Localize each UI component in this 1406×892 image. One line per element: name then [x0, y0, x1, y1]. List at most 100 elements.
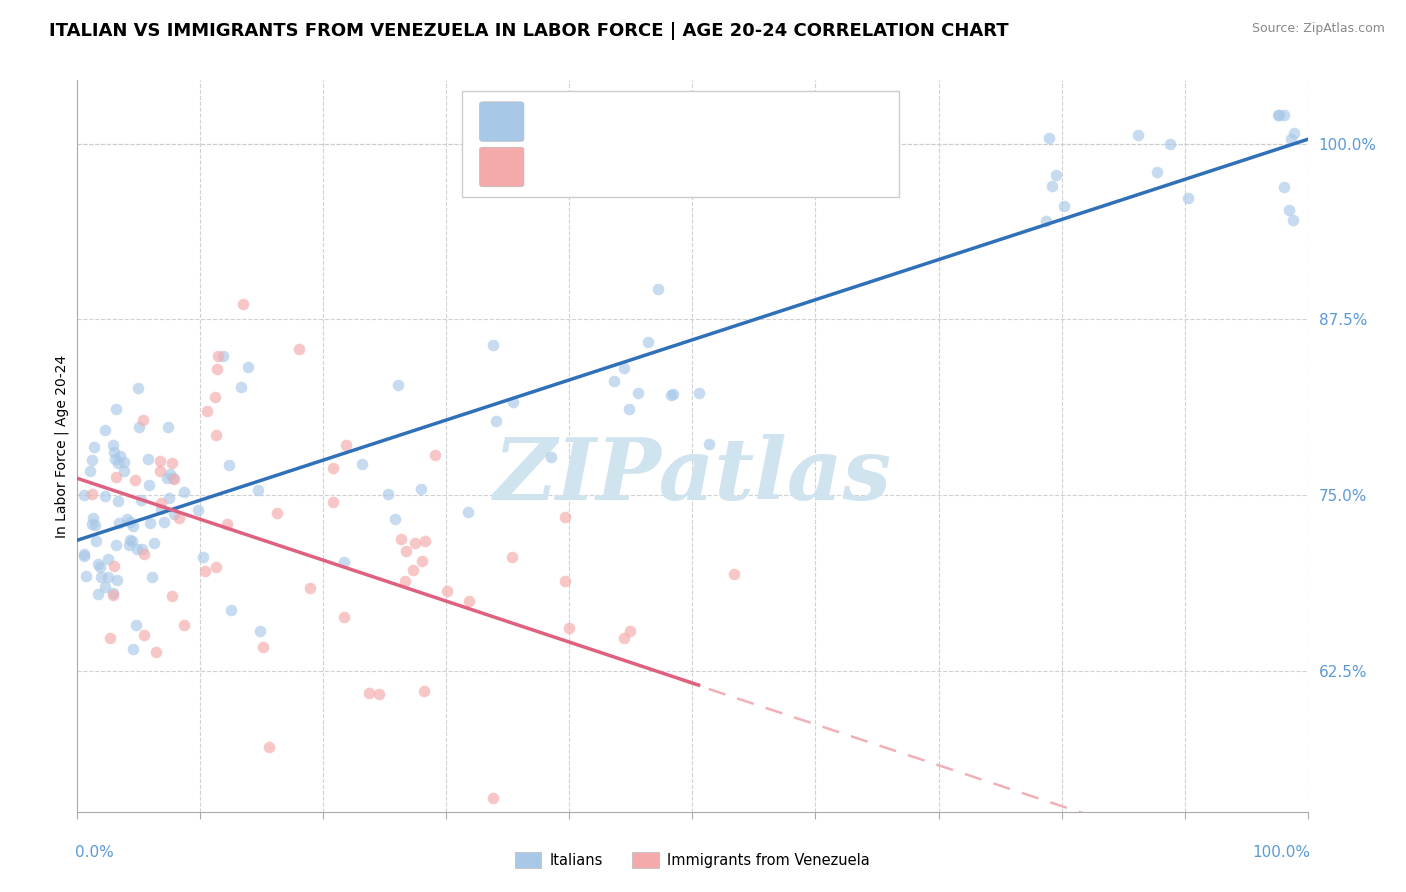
- Point: [104, 469, 127, 483]
- Point: [357, 686, 380, 700]
- Text: Source: ZipAtlas.com: Source: ZipAtlas.com: [1251, 22, 1385, 36]
- Point: [1267, 108, 1289, 122]
- Point: [75, 568, 97, 582]
- Text: 100.0%: 100.0%: [1251, 845, 1310, 860]
- Point: [127, 381, 149, 395]
- Point: [104, 451, 127, 466]
- Point: [125, 617, 148, 632]
- Point: [90, 570, 112, 584]
- Point: [1038, 130, 1060, 145]
- Point: [1159, 136, 1181, 151]
- Point: [149, 453, 172, 467]
- Point: [112, 465, 135, 479]
- Point: [121, 642, 143, 657]
- Point: [502, 394, 524, 409]
- Point: [153, 515, 176, 529]
- Point: [128, 420, 150, 434]
- Point: [252, 640, 274, 654]
- Point: [173, 484, 195, 499]
- Point: [82, 511, 104, 525]
- Point: [159, 467, 181, 481]
- Point: [249, 624, 271, 639]
- Point: [1040, 178, 1063, 193]
- Point: [103, 559, 125, 574]
- Point: [105, 402, 128, 417]
- Point: [1268, 108, 1291, 122]
- Point: [162, 471, 184, 485]
- Point: [108, 516, 131, 531]
- Point: [333, 610, 356, 624]
- Point: [322, 495, 344, 509]
- Point: [1146, 165, 1168, 179]
- Point: [231, 380, 253, 394]
- Point: [129, 492, 152, 507]
- Point: [120, 515, 142, 529]
- Point: [723, 567, 745, 582]
- Point: [103, 445, 125, 459]
- Point: [118, 533, 141, 547]
- Point: [132, 547, 155, 561]
- Point: [1128, 128, 1150, 142]
- Point: [73, 488, 96, 502]
- Point: [160, 589, 183, 603]
- Point: [82, 487, 104, 501]
- Point: [259, 739, 281, 754]
- Point: [322, 461, 344, 475]
- Point: [149, 464, 172, 478]
- Point: [87, 587, 110, 601]
- Point: [558, 621, 581, 635]
- Point: [647, 283, 669, 297]
- Point: [83, 440, 105, 454]
- Point: [139, 516, 162, 530]
- FancyBboxPatch shape: [463, 91, 900, 197]
- Point: [218, 458, 240, 472]
- Point: [101, 586, 124, 600]
- Point: [145, 645, 167, 659]
- Point: [79, 464, 101, 478]
- Point: [458, 594, 481, 608]
- Point: [377, 486, 399, 500]
- Point: [246, 483, 269, 497]
- Point: [1045, 169, 1067, 183]
- Text: ZIPatlas: ZIPatlas: [494, 434, 891, 517]
- Point: [82, 452, 104, 467]
- Y-axis label: In Labor Force | Age 20-24: In Labor Force | Age 20-24: [55, 354, 69, 538]
- Point: [485, 414, 508, 428]
- Point: [160, 456, 183, 470]
- Point: [205, 362, 228, 376]
- Point: [1282, 212, 1305, 227]
- Point: [115, 512, 138, 526]
- Point: [97, 569, 120, 583]
- Point: [141, 570, 163, 584]
- FancyBboxPatch shape: [479, 147, 524, 186]
- Point: [1177, 191, 1199, 205]
- Point: [93, 489, 115, 503]
- Point: [699, 437, 721, 451]
- Point: [121, 533, 143, 548]
- Point: [554, 510, 576, 524]
- Point: [389, 532, 412, 546]
- Point: [394, 574, 416, 588]
- Point: [131, 413, 153, 427]
- Point: [662, 387, 685, 401]
- Point: [501, 550, 523, 565]
- Point: [73, 549, 96, 563]
- Point: [105, 573, 128, 587]
- Point: [236, 359, 259, 374]
- Point: [540, 450, 562, 464]
- Point: [104, 538, 127, 552]
- Point: [121, 518, 143, 533]
- Point: [124, 473, 146, 487]
- Point: [482, 338, 505, 352]
- Point: [219, 603, 242, 617]
- Point: [162, 507, 184, 521]
- Point: [232, 296, 254, 310]
- Point: [425, 448, 447, 462]
- Point: [603, 375, 626, 389]
- Point: [212, 349, 235, 363]
- Point: [395, 544, 418, 558]
- Point: [169, 511, 191, 525]
- Point: [404, 536, 426, 550]
- Point: [142, 536, 165, 550]
- Point: [413, 534, 436, 549]
